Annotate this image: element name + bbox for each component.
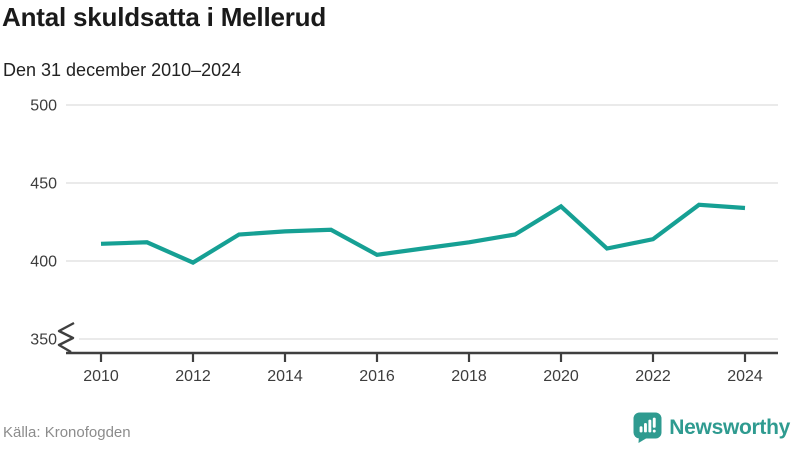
chart-footer: Källa: Kronofogden Newsworthy [0, 410, 800, 450]
series-line-Antal skuldsatta [100, 202, 746, 265]
y-tick-label-350: 350 [30, 332, 57, 349]
page-subtitle: Den 31 december 2010–2024 [3, 60, 242, 80]
x-tick-label-2016: 2016 [359, 368, 395, 385]
line-chart: 350 400 450 500 2010 2012 2014 2016 2018 2020 2022… [30, 98, 778, 385]
source-attribution: Källa: Kronofogden [3, 424, 131, 441]
y-tick-label-500: 500 [30, 98, 57, 115]
x-tick-label-2024: 2024 [727, 368, 763, 385]
x-tick-label-2014: 2014 [267, 368, 303, 385]
axis-break-icon [57, 321, 75, 354]
x-tick-label-2018: 2018 [451, 368, 487, 385]
x-tick-label-2022: 2022 [635, 368, 671, 385]
x-tick-label-2012: 2012 [175, 368, 211, 385]
newsworthy-logo-icon [633, 412, 662, 443]
newsworthy-logo-text: Newsworthy [669, 415, 790, 439]
newsworthy-brand: Newsworthy [633, 412, 790, 443]
page-title: Antal skuldsatta i Mellerud [2, 2, 327, 32]
x-tick-label-2010: 2010 [83, 368, 119, 385]
y-tick-label-450: 450 [30, 176, 57, 193]
y-tick-label-400: 400 [30, 254, 57, 271]
x-tick-label-2020: 2020 [543, 368, 579, 385]
